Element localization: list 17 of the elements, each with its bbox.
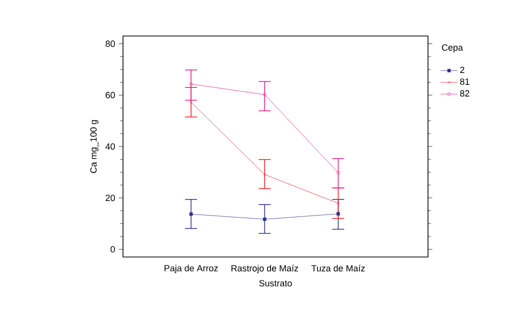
point xyxy=(189,212,193,216)
point xyxy=(262,218,266,221)
legend-label: 82 xyxy=(460,90,470,97)
y-tick-label: 20 xyxy=(106,194,115,202)
legend-title: Cepa xyxy=(442,44,463,52)
point xyxy=(336,212,340,216)
x-tick-label: Rastrojo de Maíz xyxy=(231,264,298,274)
x-axis-title: Sustrato xyxy=(259,280,292,286)
y-tick-label: 80 xyxy=(106,40,115,47)
x-tick-label: Paja de Arroz xyxy=(164,264,218,274)
y-axis-title: Ca mg_100 g xyxy=(90,120,98,173)
legend-label: 81 xyxy=(460,78,470,85)
legend-label: 2 xyxy=(460,66,464,73)
x-tick-label: Tuza de Maíz xyxy=(311,264,365,272)
y-tick-label: 40 xyxy=(105,143,115,150)
y-tick-label: 0 xyxy=(110,246,115,252)
y-tick-label: 60 xyxy=(106,92,115,98)
